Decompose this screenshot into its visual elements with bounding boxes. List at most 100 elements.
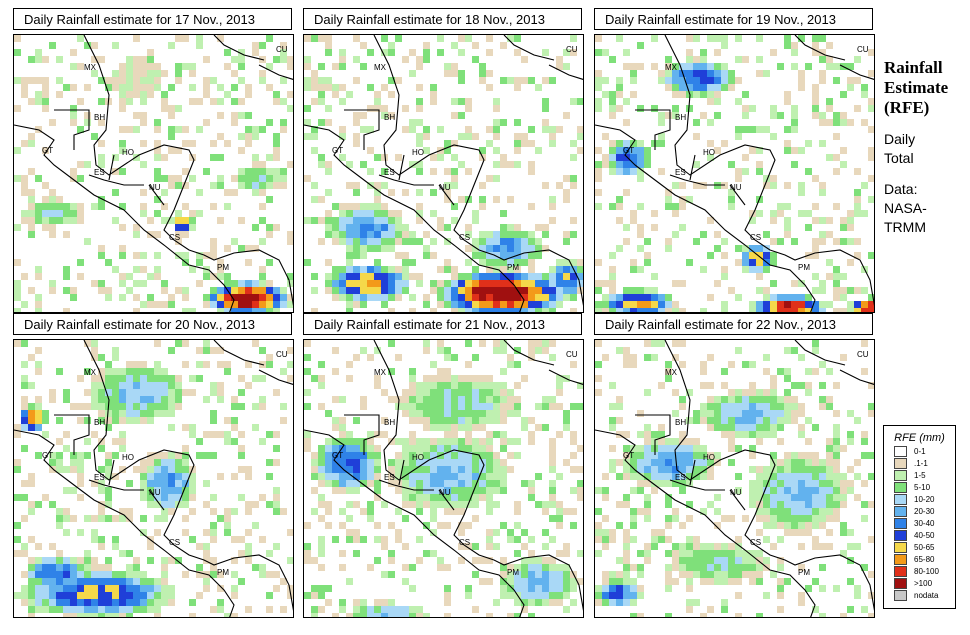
rain-cell [126, 70, 133, 77]
rain-cell [658, 70, 665, 77]
rain-cell [360, 63, 367, 70]
rain-cell [360, 403, 367, 410]
rain-cell [119, 606, 126, 613]
rain-cell [556, 266, 563, 273]
rain-cell [479, 308, 486, 312]
rain-cell [472, 280, 479, 287]
rain-cell [168, 347, 175, 354]
rain-cell [388, 396, 395, 403]
rain-cell [224, 140, 231, 147]
rain-cell [500, 231, 507, 238]
rain-cell [203, 77, 210, 84]
rain-cell [686, 543, 693, 550]
rain-cell [388, 273, 395, 280]
rain-cell [840, 494, 847, 501]
rain-cell [105, 564, 112, 571]
rain-cell [840, 308, 847, 312]
rain-cell [266, 354, 273, 361]
rain-cell [238, 308, 245, 312]
rain-cell [812, 487, 819, 494]
rain-cell [133, 592, 140, 599]
rain-cell [493, 175, 500, 182]
rain-cell [444, 613, 451, 617]
rain-cell [175, 403, 182, 410]
rain-cell [735, 126, 742, 133]
country-label: BH [384, 113, 395, 122]
rain-cell [374, 238, 381, 245]
rain-cell [616, 147, 623, 154]
rain-cell [266, 550, 273, 557]
rain-cell [791, 487, 798, 494]
rain-cell [346, 445, 353, 452]
rain-cell [549, 459, 556, 466]
rain-cell [493, 459, 500, 466]
rain-cell [203, 340, 210, 347]
rain-cell [693, 564, 700, 571]
rain-cell [623, 536, 630, 543]
rain-cell [535, 424, 542, 431]
rain-cell [346, 231, 353, 238]
rain-cell [203, 168, 210, 175]
rain-cell [479, 301, 486, 308]
rain-cell [812, 466, 819, 473]
rain-cell [777, 487, 784, 494]
rain-cell [332, 452, 339, 459]
rain-cell [77, 210, 84, 217]
rain-cell [861, 438, 868, 445]
country-border-line [108, 154, 115, 181]
rain-cell [479, 438, 486, 445]
rain-cell [168, 494, 175, 501]
rain-cell [381, 105, 388, 112]
rain-cell [549, 340, 556, 347]
rain-cell [777, 210, 784, 217]
rain-cell [784, 375, 791, 382]
rain-cell [707, 459, 714, 466]
rain-cell [693, 133, 700, 140]
rain-cell [833, 382, 840, 389]
rain-cell [528, 592, 535, 599]
rain-cell [325, 105, 332, 112]
rain-cell [63, 557, 70, 564]
rain-cell [563, 508, 570, 515]
rain-cell [325, 585, 332, 592]
rain-cell [119, 431, 126, 438]
rain-cell [402, 578, 409, 585]
rain-cell [217, 35, 224, 42]
rain-cell [273, 301, 280, 308]
rain-cell [287, 91, 293, 98]
rain-cell [154, 473, 161, 480]
rain-cell [70, 606, 77, 613]
rain-cell [154, 480, 161, 487]
rain-cell [91, 585, 98, 592]
rain-cell [49, 210, 56, 217]
rain-cell [28, 140, 35, 147]
rain-cell [280, 175, 287, 182]
rain-cell [346, 375, 353, 382]
rain-cell [98, 196, 105, 203]
rain-cell [430, 168, 437, 175]
rain-cell [542, 273, 549, 280]
rain-cell [70, 210, 77, 217]
rain-cell [245, 508, 252, 515]
rain-cell [819, 217, 826, 224]
rain-cell [360, 266, 367, 273]
rain-cell [535, 301, 542, 308]
rain-cell [630, 354, 637, 361]
rain-cell [549, 77, 556, 84]
rain-cell [311, 98, 318, 105]
rain-cell [374, 217, 381, 224]
rain-cell [493, 473, 500, 480]
rain-cell [339, 550, 346, 557]
rain-cell [196, 252, 203, 259]
rain-cell [602, 571, 609, 578]
rain-cell [273, 98, 280, 105]
rain-cell [770, 417, 777, 424]
rain-cell [56, 56, 63, 63]
sidebar-title-line: Estimate [884, 78, 949, 97]
rain-cell [749, 417, 756, 424]
rain-cell [112, 606, 119, 613]
rain-cell [332, 417, 339, 424]
rain-cell [119, 515, 126, 522]
rain-cell [486, 396, 493, 403]
